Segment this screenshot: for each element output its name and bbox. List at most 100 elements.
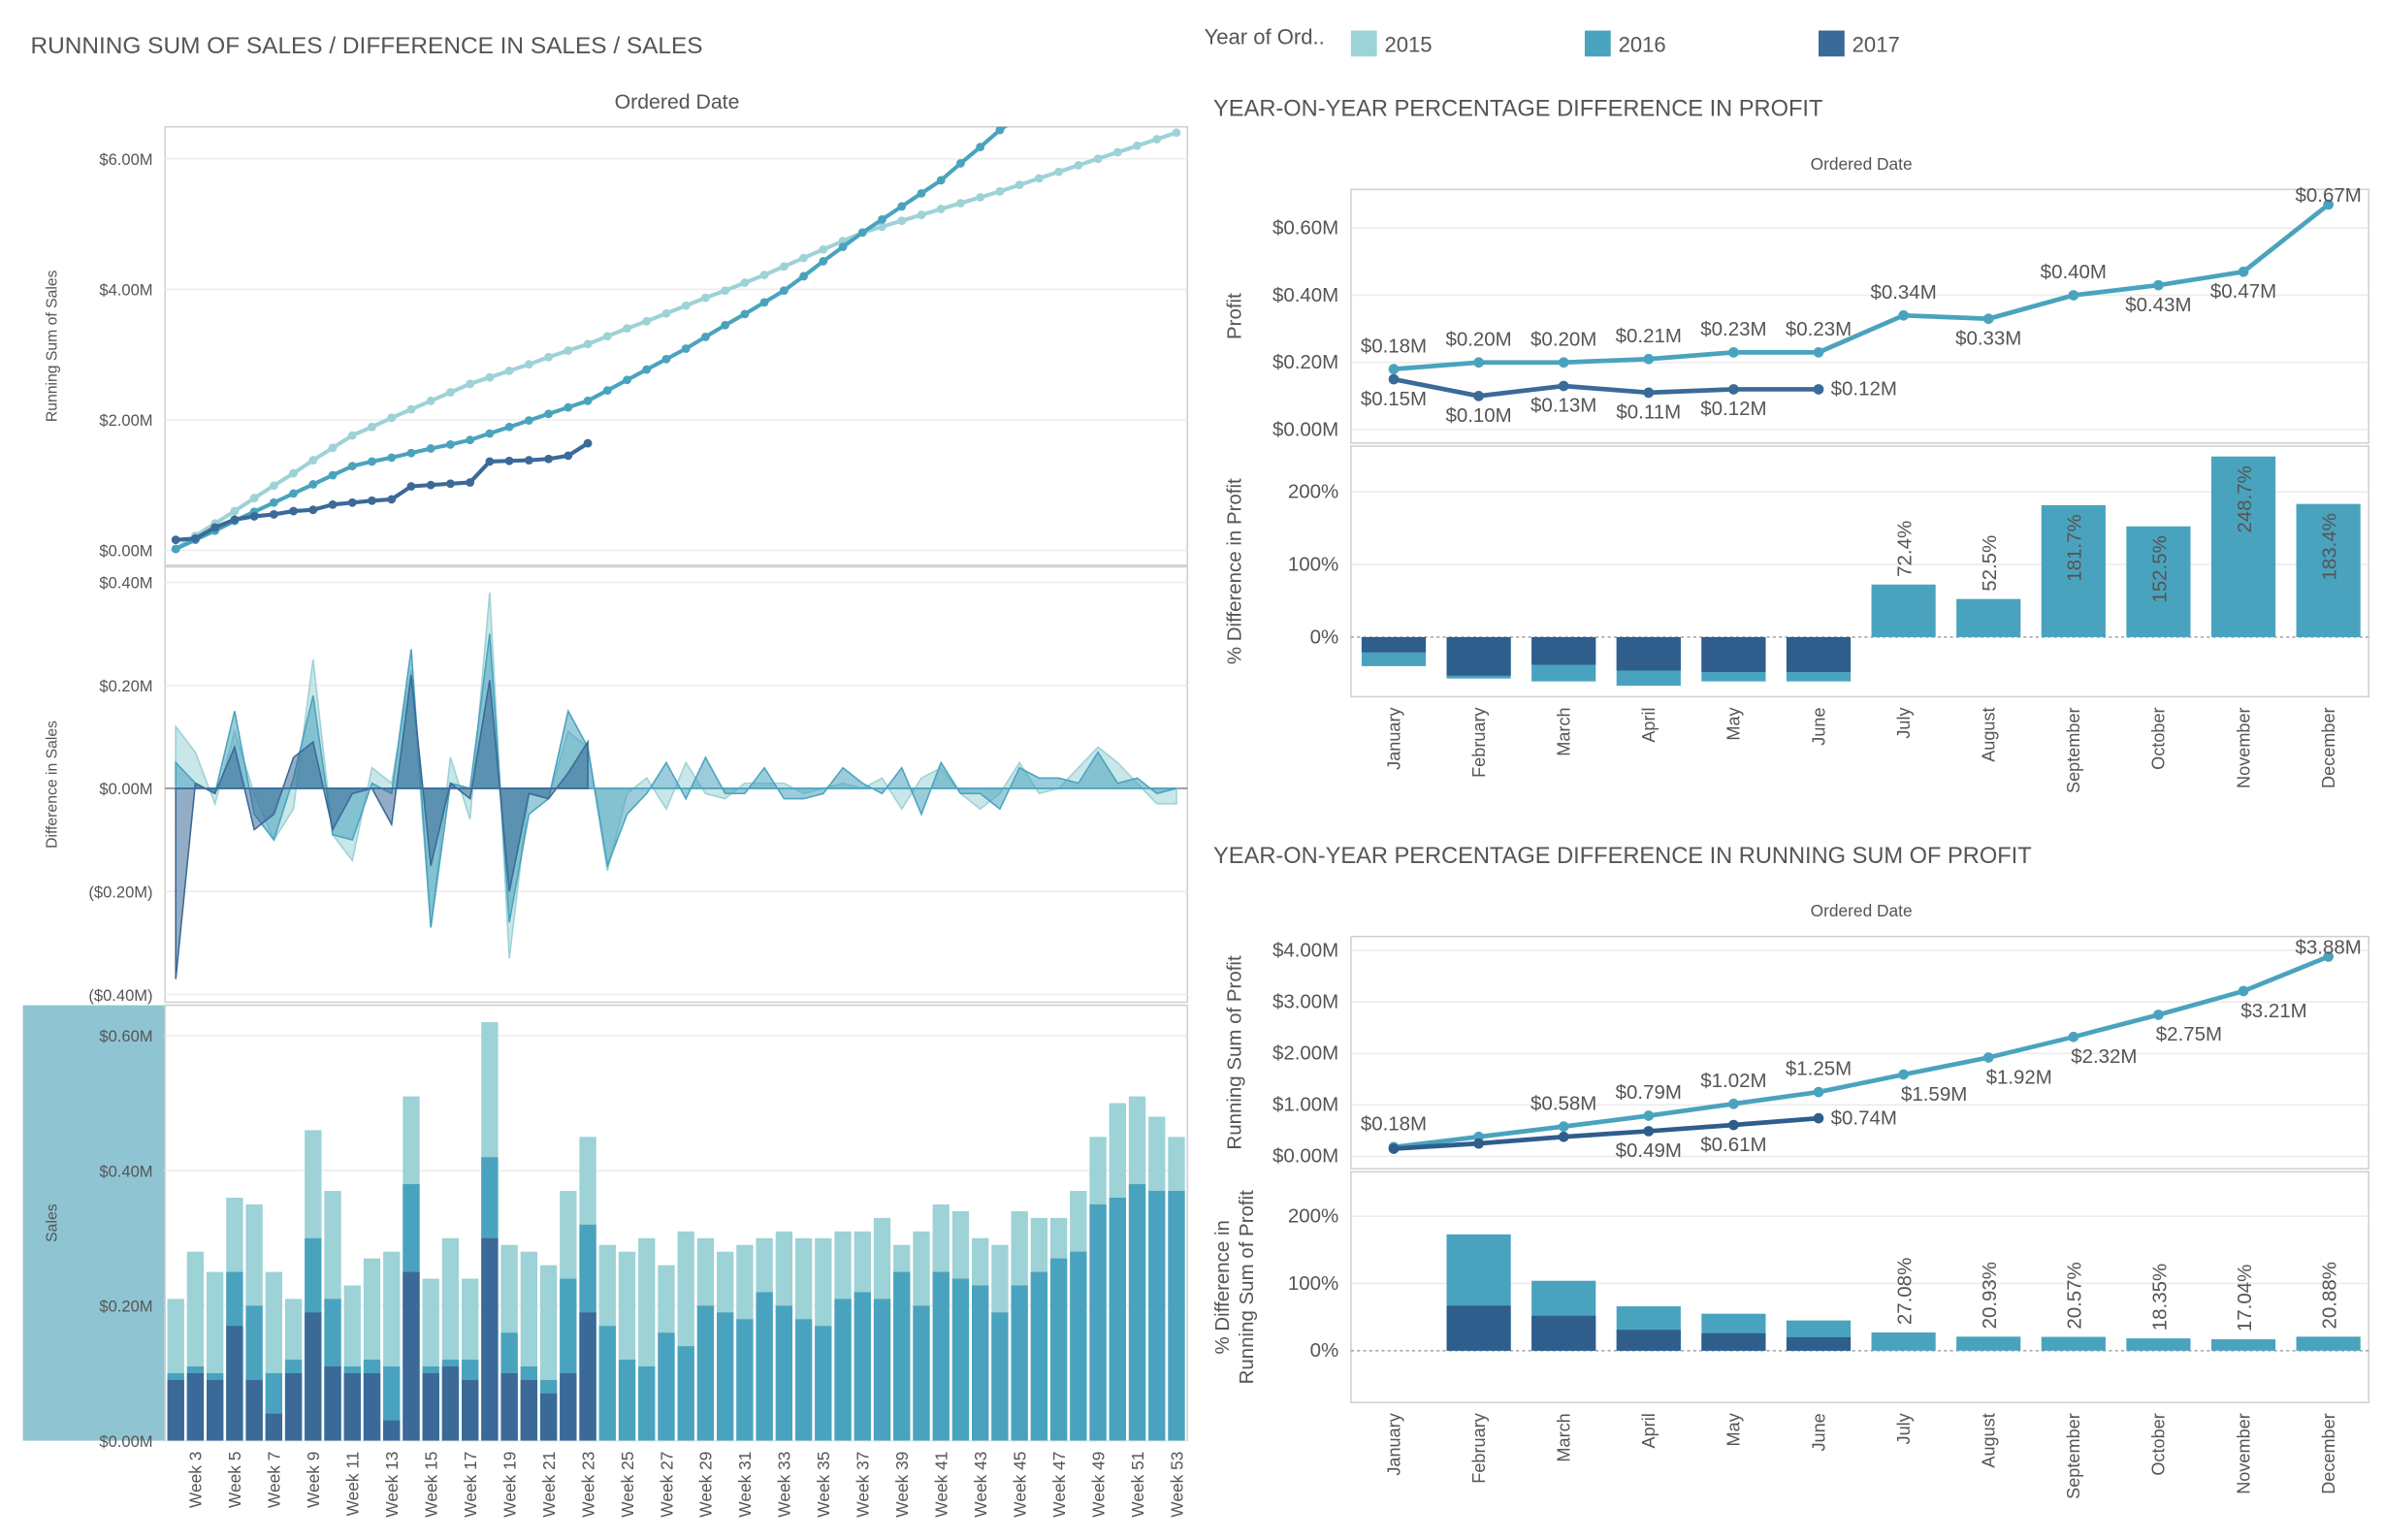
series-line: [1393, 203, 2331, 372]
point: [466, 435, 475, 445]
bar: [717, 1312, 734, 1441]
point: [328, 470, 338, 480]
y-tick-label: ($0.20M): [88, 883, 152, 902]
bar: [951, 1278, 970, 1441]
data-label: $1.59M: [1901, 1083, 1967, 1106]
point: [387, 453, 397, 463]
point: [759, 271, 769, 279]
point: [838, 242, 848, 251]
point: [368, 422, 376, 432]
bar: [186, 1372, 205, 1441]
bar: [991, 1312, 1009, 1441]
bar: [1531, 636, 1596, 665]
point: [446, 479, 455, 489]
data-label: 72.4%: [1893, 521, 1916, 577]
data-label: $0.33M: [1955, 327, 2021, 349]
data-label: 183.4%: [2319, 513, 2341, 580]
bar: [1446, 636, 1511, 676]
y-tick-label: $2.00M: [1273, 1043, 1338, 1065]
point: [1558, 1131, 1569, 1142]
legend-label: 2015: [1385, 33, 1433, 57]
point: [1982, 313, 1994, 325]
x-tick-label: February: [1469, 706, 1489, 777]
bar: [1361, 636, 1427, 653]
bar: [206, 1379, 224, 1441]
bar: [1956, 1336, 2021, 1351]
data-label: $0.79M: [1616, 1081, 1682, 1104]
point: [701, 293, 710, 303]
plot-group: [1446, 1234, 2361, 1351]
bar: [520, 1379, 538, 1441]
point: [1074, 161, 1083, 170]
point: [485, 429, 495, 438]
x-tick-label: September: [2064, 1413, 2083, 1499]
data-label: $3.21M: [2240, 1000, 2306, 1022]
point: [681, 301, 691, 310]
pane-border: [1350, 188, 2370, 444]
x-tick-label: Week 23: [578, 1452, 597, 1518]
point: [917, 210, 926, 220]
bar: [422, 1372, 439, 1441]
point: [387, 495, 397, 504]
bar: [1701, 1332, 1766, 1351]
point: [878, 222, 886, 232]
y-tick-label: $0.00M: [99, 780, 152, 798]
point: [308, 456, 318, 465]
pane-border: [164, 565, 1189, 1004]
x-tick-label: March: [1554, 1413, 1573, 1461]
y-tick-label: $0.40M: [99, 574, 152, 593]
data-label: $0.61M: [1700, 1134, 1766, 1156]
bar: [2041, 1336, 2106, 1351]
point: [406, 448, 416, 458]
point: [504, 456, 514, 465]
data-label: 52.5%: [1979, 535, 2001, 592]
series-line: [1393, 1115, 1820, 1151]
data-label: $0.15M: [1361, 388, 1427, 410]
point: [1813, 346, 1824, 358]
bar: [1148, 1191, 1166, 1441]
point: [171, 544, 180, 554]
data-label: $0.67M: [2296, 184, 2362, 207]
data-label: $0.13M: [1530, 395, 1596, 417]
plot-group: [1388, 951, 2335, 1154]
x-tick-label: Week 27: [657, 1452, 676, 1518]
y-tick-label: $0.60M: [99, 1027, 152, 1045]
x-tick-label: November: [2234, 707, 2253, 788]
x-tick-label: January: [1384, 706, 1403, 769]
point: [171, 535, 180, 545]
point: [799, 272, 809, 281]
bar: [2296, 503, 2361, 637]
bar: [972, 1285, 989, 1441]
point: [230, 515, 240, 525]
x-tick-label: August: [1980, 707, 1999, 761]
y-axis-label: Sales: [44, 1203, 60, 1242]
plot-group: [171, 126, 1181, 554]
x-tick-label: Week 17: [461, 1452, 480, 1518]
series-area: [175, 674, 589, 979]
point: [1152, 135, 1162, 144]
point: [602, 332, 612, 341]
point: [2323, 199, 2335, 210]
selected-row-header: [22, 1005, 166, 1441]
point: [1558, 380, 1569, 392]
x-tick-label: Week 37: [854, 1452, 873, 1518]
point: [269, 481, 278, 491]
pane-border: [1350, 445, 2370, 698]
x-tick-label: Week 33: [775, 1452, 794, 1518]
data-label: 20.88%: [2319, 1262, 2341, 1329]
point: [995, 186, 1005, 196]
x-tick-label: Week 3: [186, 1452, 206, 1508]
bar: [932, 1271, 950, 1441]
y-tick-label: $6.00M: [99, 150, 152, 169]
bar: [245, 1379, 263, 1441]
point: [2153, 1010, 2164, 1020]
point: [878, 214, 886, 224]
point: [623, 324, 631, 334]
point: [406, 482, 416, 491]
y-tick-label: $0.20M: [1273, 351, 1338, 373]
point: [524, 456, 533, 465]
data-label: $1.02M: [1700, 1070, 1766, 1092]
point: [1643, 387, 1655, 399]
point: [897, 202, 907, 211]
